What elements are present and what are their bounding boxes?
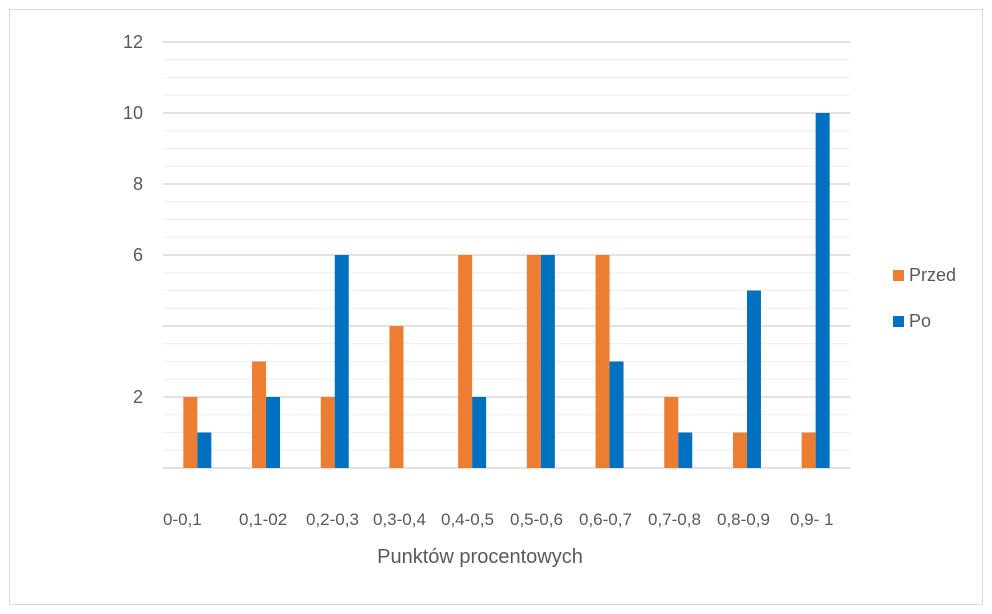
bar-po-8 — [746, 290, 761, 468]
x-category-label: 0-0,1 — [163, 510, 202, 529]
bar-po-7 — [678, 432, 693, 468]
bar-po-4 — [472, 397, 487, 468]
bar-przed-8 — [732, 432, 747, 468]
legend: Przed Po — [893, 265, 956, 331]
bar-po-2 — [334, 255, 349, 468]
legend-label-po: Po — [909, 311, 931, 331]
bar-przed-6 — [595, 255, 610, 468]
bar-przed-3 — [389, 326, 404, 468]
bar-przed-4 — [458, 255, 473, 468]
bar-po-1 — [266, 397, 281, 468]
bars — [183, 113, 830, 468]
bar-po-9 — [815, 113, 830, 468]
x-axis-title: Punktów procentowych — [377, 546, 583, 568]
y-tick-label: 12 — [123, 32, 143, 52]
bar-przed-9 — [801, 432, 816, 468]
x-category-label: 0,9- 1 — [790, 510, 833, 529]
x-category-label: 0,1-02 — [239, 510, 287, 529]
x-category-label: 0,5-0,6 — [510, 510, 563, 529]
legend-swatch-po — [893, 316, 904, 327]
bar-po-5 — [540, 255, 555, 468]
x-category-label: 0,7-0,8 — [648, 510, 701, 529]
y-tick-label: 2 — [133, 387, 143, 407]
x-category-label: 0,4-0,5 — [441, 510, 494, 529]
bar-przed-7 — [664, 397, 679, 468]
x-category-label: 0,2-0,3 — [306, 510, 359, 529]
x-category-label: 0,8-0,9 — [717, 510, 770, 529]
legend-label-przed: Przed — [909, 265, 956, 285]
x-category-label: 0,6-0,7 — [579, 510, 632, 529]
bar-przed-2 — [320, 397, 335, 468]
y-tick-label: 10 — [123, 103, 143, 123]
y-tick-label: 8 — [133, 174, 143, 194]
bar-przed-0 — [183, 397, 198, 468]
legend-swatch-przed — [893, 270, 904, 281]
x-axis-categories: 0-0,1 0,1-02 0,2-0,3 0,3-0,4 0,4-0,5 0,5-0,6 0… — [163, 510, 833, 529]
bar-po-6 — [609, 361, 624, 468]
y-axis-ticks: 2 6 8 10 12 — [123, 32, 143, 407]
x-category-label: 0,3-0,4 — [373, 510, 426, 529]
bar-po-0 — [197, 432, 212, 468]
bar-przed-5 — [526, 255, 541, 468]
y-tick-label: 6 — [133, 245, 143, 265]
bar-przed-1 — [252, 361, 267, 468]
